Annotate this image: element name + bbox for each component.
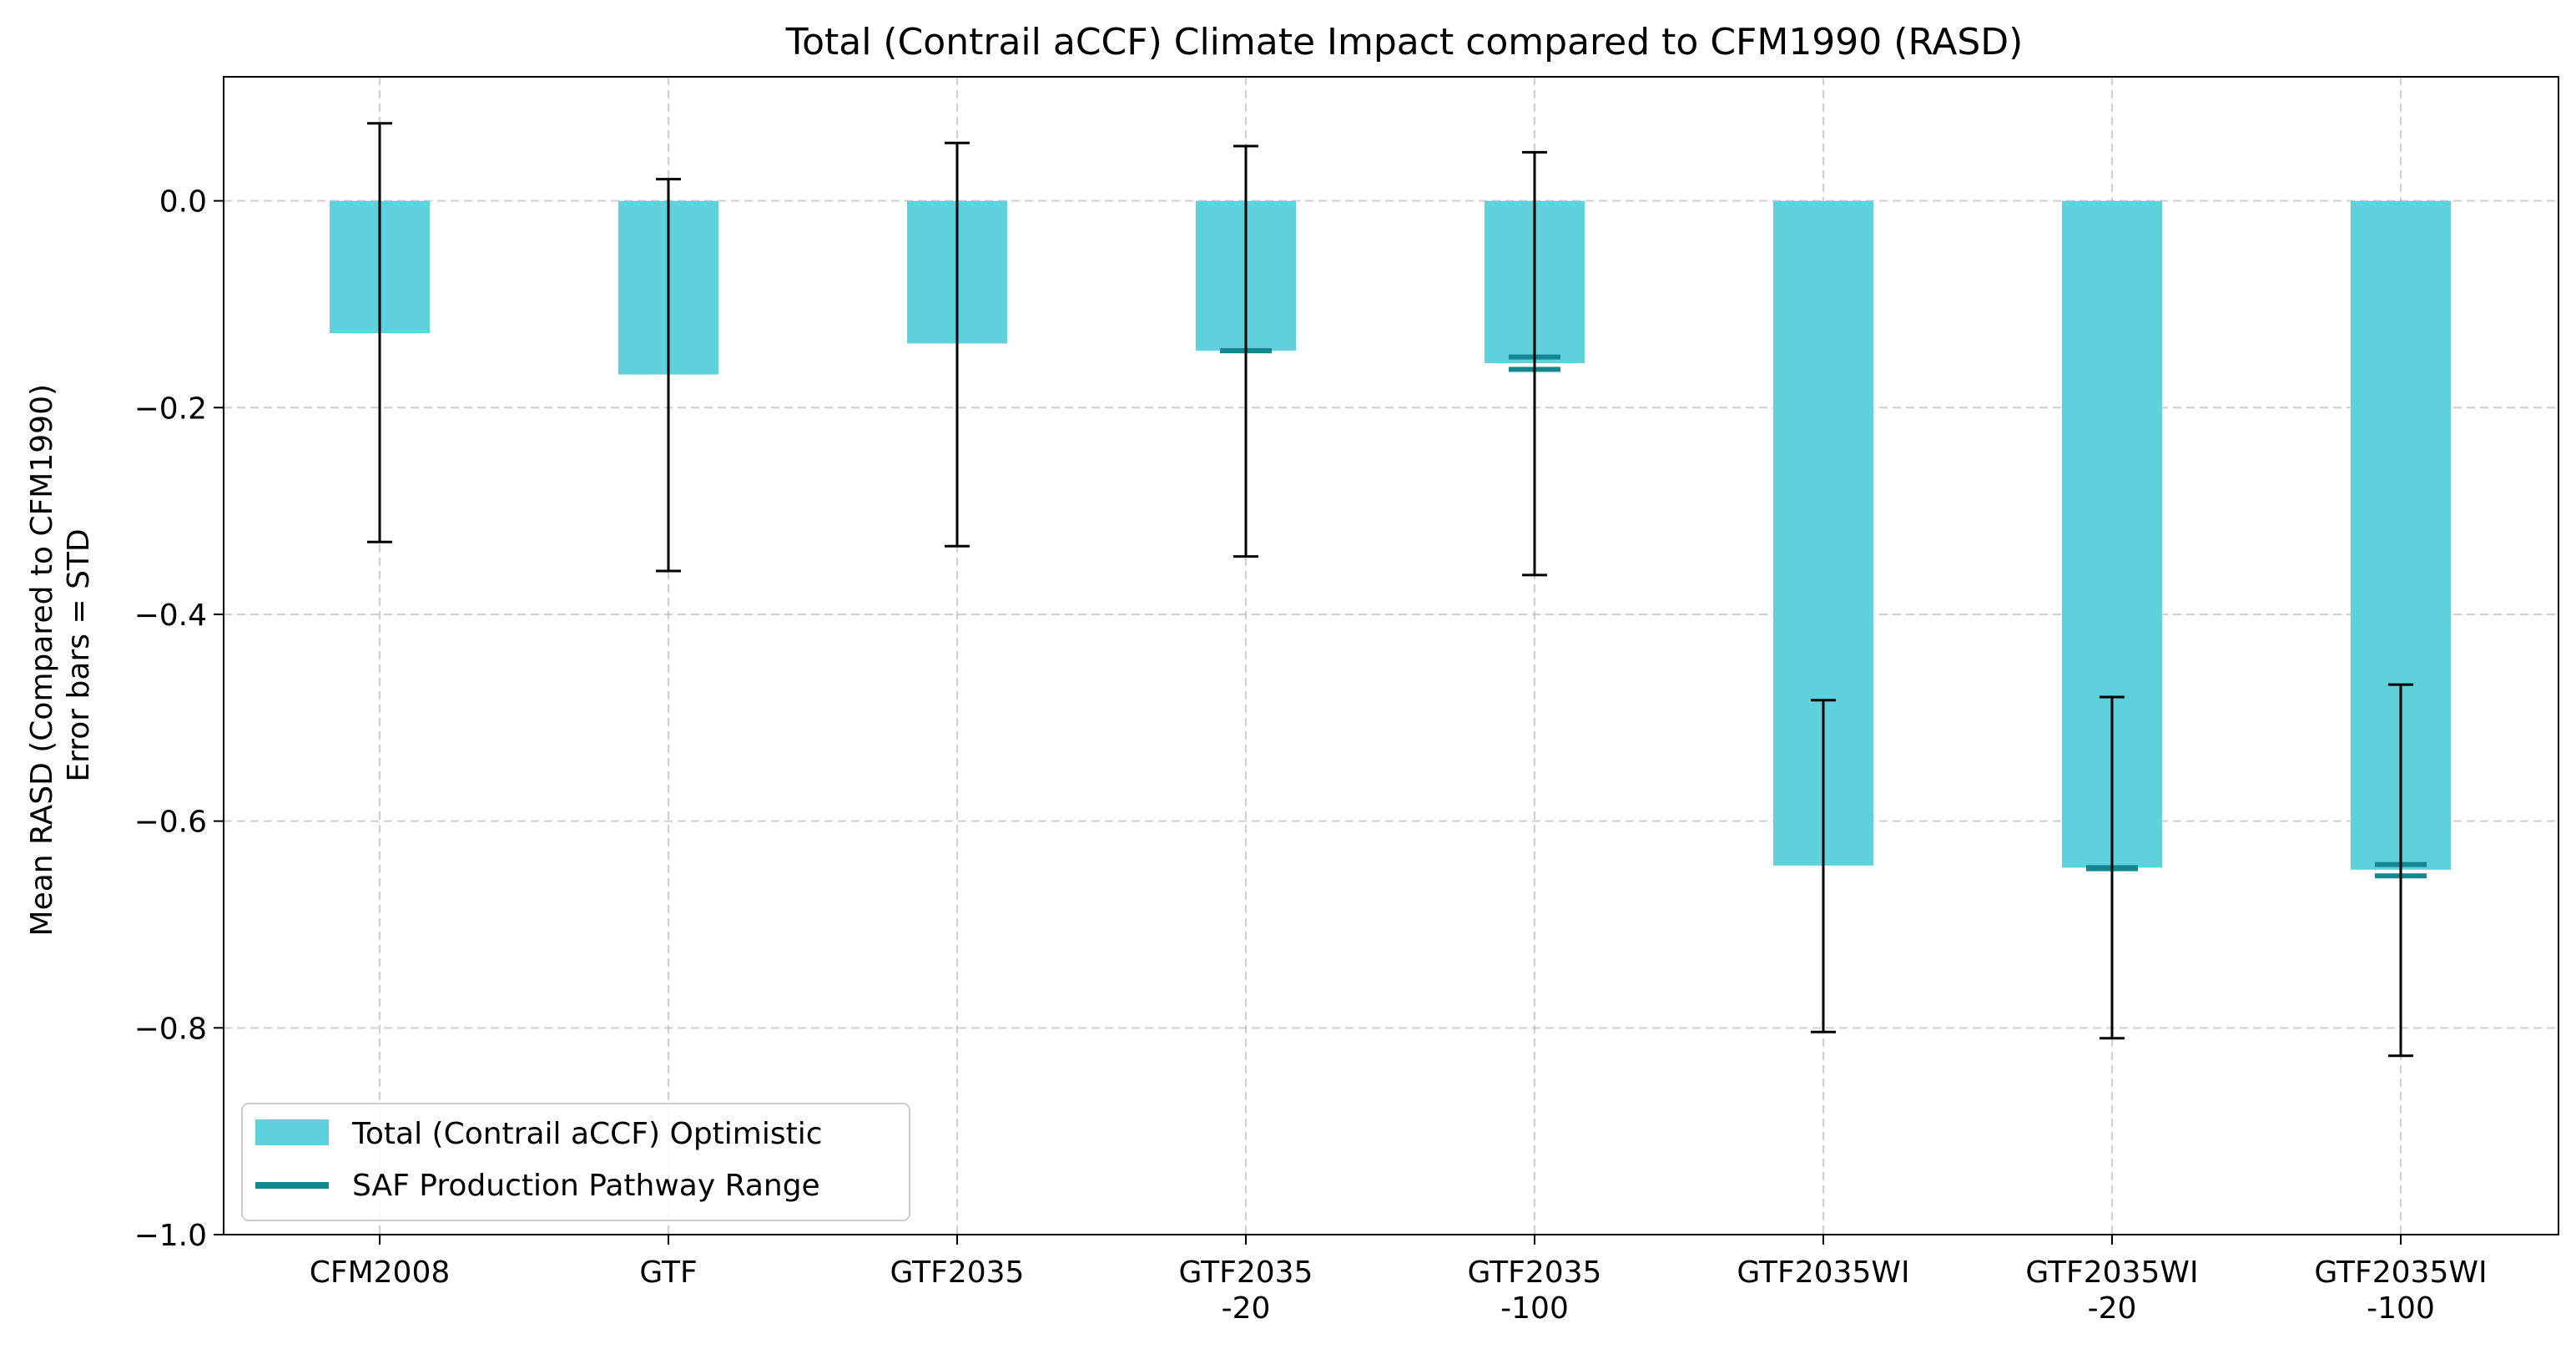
chart-title: Total (Contrail aCCF) Climate Impact com… bbox=[785, 21, 2024, 63]
x-tick-label: GTF2035WI bbox=[1737, 1255, 1909, 1290]
y-axis-label-line-1: Mean RASD (Compared to CFM1990) bbox=[25, 384, 59, 937]
x-tick-label-line: -100 bbox=[2367, 1291, 2435, 1326]
legend: Total (Contrail aCCF) Optimistic SAF Pro… bbox=[241, 1103, 910, 1221]
y-tick-label: −1.0 bbox=[134, 1219, 207, 1253]
x-tick-label: GTF2035 -100 bbox=[1468, 1255, 1602, 1326]
x-tick-label: GTF2035 bbox=[890, 1255, 1025, 1290]
y-axis-label-line-2: Error bars = STD bbox=[62, 528, 96, 781]
x-tick-label-line: GTF2035 bbox=[890, 1255, 1025, 1290]
legend-swatch-bars bbox=[255, 1119, 329, 1145]
x-tick-label-line: GTF2035WI bbox=[2314, 1255, 2487, 1290]
x-tick-label-line: CFM2008 bbox=[310, 1255, 451, 1290]
x-tick-label-line: -100 bbox=[1500, 1291, 1569, 1326]
x-tick-label-line: GTF2035WI bbox=[2025, 1255, 2198, 1290]
y-tick-label: 0.0 bbox=[159, 185, 207, 220]
plot-frame bbox=[223, 76, 2559, 1235]
x-tick-label-line: GTF2035WI bbox=[1737, 1255, 1909, 1290]
y-tick-label: −0.4 bbox=[134, 599, 207, 633]
error-bars bbox=[367, 122, 2413, 1058]
x-tick-label: CFM2008 bbox=[310, 1255, 451, 1290]
y-tick-label: −0.2 bbox=[134, 392, 207, 426]
x-tick-label: GTF2035WI -20 bbox=[2025, 1255, 2198, 1326]
x-tick-label-line: GTF2035 bbox=[1179, 1255, 1313, 1290]
legend-label-saf: SAF Production Pathway Range bbox=[352, 1169, 820, 1203]
x-tick-label: GTF2035WI -100 bbox=[2314, 1255, 2487, 1326]
legend-label-bars: Total (Contrail aCCF) Optimistic bbox=[351, 1117, 823, 1151]
x-tick-label: GTF2035 -20 bbox=[1179, 1255, 1313, 1326]
y-tick-label: −0.6 bbox=[134, 806, 207, 840]
y-tick-label: −0.8 bbox=[134, 1012, 207, 1046]
x-tick-label-line: -20 bbox=[2088, 1291, 2137, 1326]
x-tick-label: GTF bbox=[639, 1255, 697, 1290]
y-axis-ticks: 0.0 −0.2 −0.4 −0.6 −0.8 −1.0 bbox=[134, 185, 224, 1253]
y-axis-label: Mean RASD (Compared to CFM1990) Error ba… bbox=[25, 375, 96, 937]
x-tick-label-line: GTF bbox=[639, 1255, 697, 1290]
x-tick-label-line: GTF2035 bbox=[1468, 1255, 1602, 1290]
x-tick-label-line: -20 bbox=[1222, 1291, 1271, 1326]
legend-frame bbox=[241, 1103, 910, 1221]
